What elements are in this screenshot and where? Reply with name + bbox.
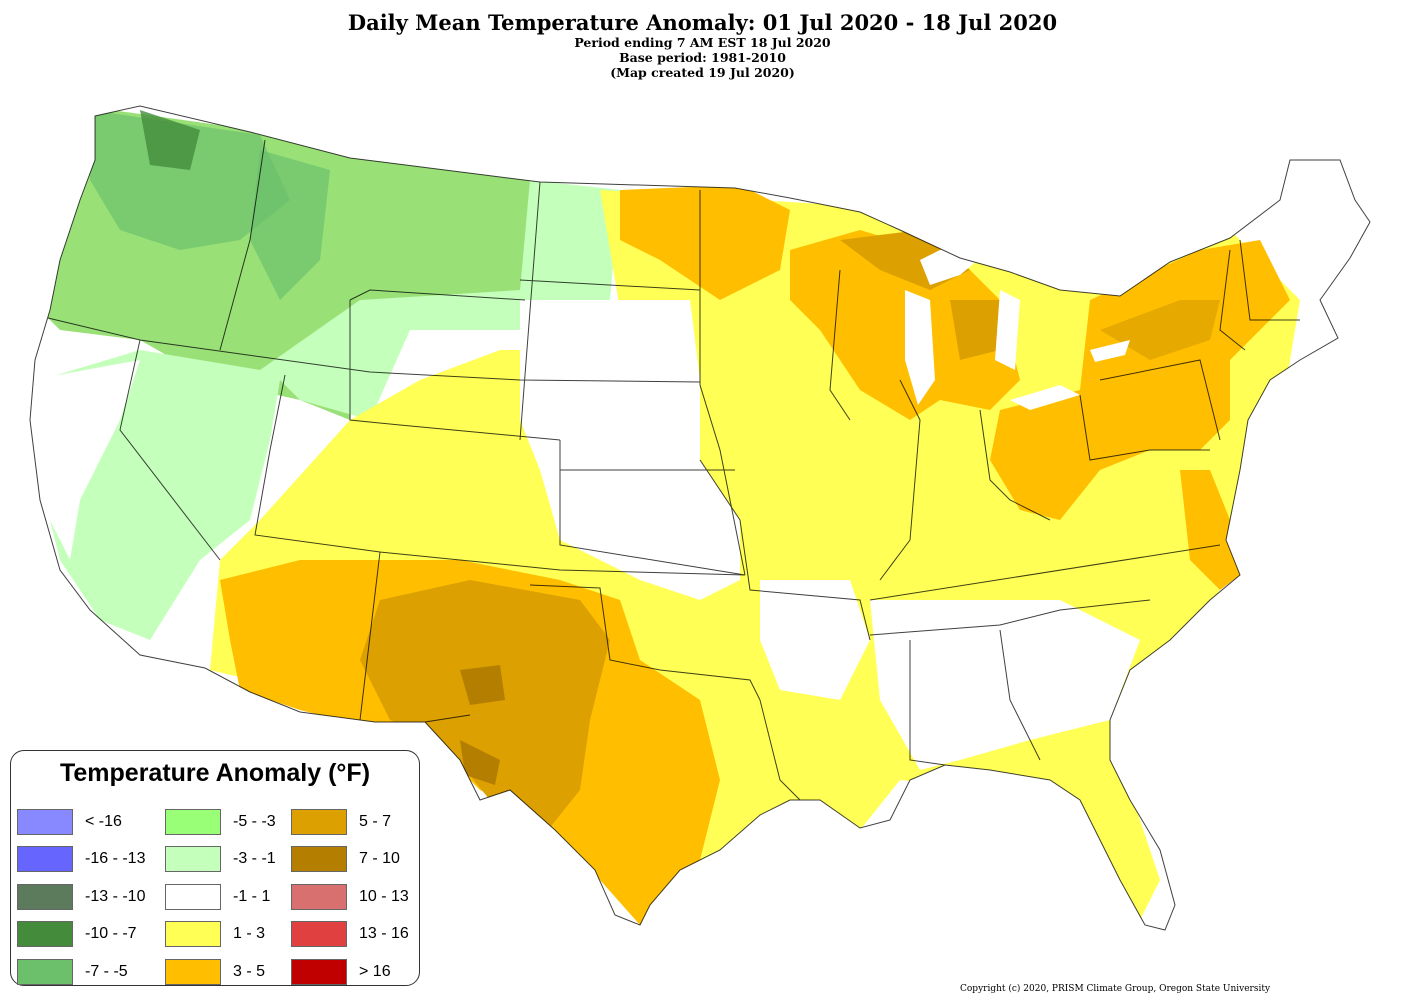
legend-swatch — [17, 808, 73, 835]
legend-label: 3 - 5 — [233, 962, 266, 980]
legend-item: -1 - 1 — [165, 878, 276, 916]
legend-title: Temperature Anomaly (°F) — [59, 759, 371, 787]
legend-swatch — [165, 883, 221, 910]
legend-item: > 16 — [291, 953, 409, 991]
legend-column-2: -5 - -3 -3 - -1 -1 - 1 1 - 3 3 - 5 — [165, 803, 276, 991]
legend-swatch — [165, 958, 221, 985]
map-header: Daily Mean Temperature Anomaly: 01 Jul 2… — [0, 10, 1405, 80]
legend-item: 7 - 10 — [291, 841, 409, 879]
legend-swatch — [291, 846, 347, 873]
legend-swatch — [17, 921, 73, 948]
legend-item: 10 - 13 — [291, 878, 409, 916]
legend-item: 5 - 7 — [291, 803, 409, 841]
legend-item: 13 - 16 — [291, 916, 409, 954]
map-title: Daily Mean Temperature Anomaly: 01 Jul 2… — [347, 10, 1058, 35]
legend: Temperature Anomaly (°F) < -16 -16 - -13… — [10, 750, 420, 986]
legend-label: 7 - 10 — [359, 850, 400, 868]
legend-item: -5 - -3 — [165, 803, 276, 841]
legend-item: -7 - -5 — [17, 953, 145, 991]
legend-item: -10 - -7 — [17, 916, 145, 954]
legend-label: -1 - 1 — [233, 887, 271, 905]
legend-swatch — [17, 846, 73, 873]
legend-label: 10 - 13 — [359, 887, 409, 905]
legend-item: -16 - -13 — [17, 841, 145, 879]
legend-swatch — [291, 958, 347, 985]
legend-label: -7 - -5 — [85, 962, 128, 980]
legend-swatch — [165, 846, 221, 873]
legend-item: -13 - -10 — [17, 878, 145, 916]
legend-swatch — [291, 883, 347, 910]
legend-column-3: 5 - 7 7 - 10 10 - 13 13 - 16 > 16 — [291, 803, 409, 991]
legend-label: < -16 — [85, 812, 122, 830]
legend-label: > 16 — [359, 962, 391, 980]
legend-label: -5 - -3 — [233, 812, 276, 830]
legend-swatch — [291, 808, 347, 835]
legend-swatch — [17, 883, 73, 910]
legend-label: -3 - -1 — [233, 850, 276, 868]
copyright-notice: Copyright (c) 2020, PRISM Climate Group,… — [960, 984, 1271, 994]
legend-item: < -16 — [17, 803, 145, 841]
legend-swatch — [165, 808, 221, 835]
legend-label: 13 - 16 — [359, 925, 409, 943]
legend-swatch — [165, 921, 221, 948]
legend-label: -10 - -7 — [85, 925, 137, 943]
legend-swatch — [291, 921, 347, 948]
subtitle-base-period: Base period: 1981-2010 — [619, 50, 786, 65]
legend-label: -16 - -13 — [85, 850, 146, 868]
legend-item: 3 - 5 — [165, 953, 276, 991]
subtitle-period: Period ending 7 AM EST 18 Jul 2020 — [574, 35, 831, 50]
legend-item: 1 - 3 — [165, 916, 276, 954]
legend-swatch — [17, 958, 73, 985]
legend-item: -3 - -1 — [165, 841, 276, 879]
legend-label: -13 - -10 — [85, 887, 146, 905]
subtitle-created: (Map created 19 Jul 2020) — [610, 65, 795, 80]
legend-column-1: < -16 -16 - -13 -13 - -10 -10 - -7 -7 - … — [17, 803, 145, 991]
legend-label: 5 - 7 — [359, 812, 392, 830]
legend-label: 1 - 3 — [233, 925, 266, 943]
